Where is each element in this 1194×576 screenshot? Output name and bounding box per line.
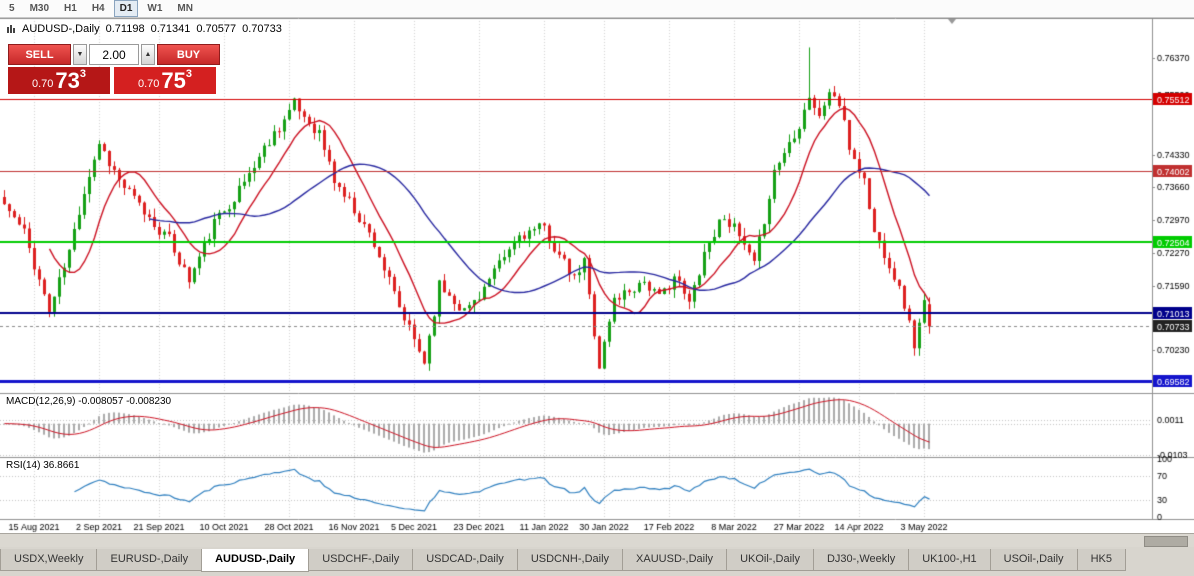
timeframe-button-m30[interactable]: M30 [29,3,50,14]
timeframe-button-d1[interactable]: D1 [113,0,139,17]
volume-increase-button[interactable]: ▲ [141,44,155,65]
timeframe-button-h4[interactable]: H4 [91,3,105,14]
timeframe-button-w1[interactable]: W1 [147,3,163,14]
sell-button[interactable]: SELL [8,44,71,65]
tab-usdcad-daily[interactable]: USDCAD-,Daily [412,549,518,571]
sell-price-main: 0.70 [31,78,54,90]
ohlc-open: 0.71198 [105,23,145,35]
tab-dj30-weekly[interactable]: DJ30-,Weekly [812,549,910,571]
buy-price-pips: 75 [161,68,186,93]
trade-controls-row: SELL ▼ ▲ BUY [8,44,220,65]
tab-usoil-daily[interactable]: USOil-,Daily [989,549,1078,571]
sell-price-pips: 73 [55,68,80,93]
chart-tabs-bar: USDX,Weekly EURUSD-,Daily AUDUSD-,Daily USD… [0,547,1194,576]
tab-xauusd-daily[interactable]: XAUUSD-,Daily [622,549,728,571]
sell-price-sup: 3 [79,68,87,80]
ohlc-close: 0.70733 [242,23,282,35]
macd-indicator-label: MACD(12,26,9) -0.008057 -0.008230 [6,396,172,407]
chart-canvas[interactable] [0,18,1194,533]
tab-uk100-h1[interactable]: UK100-,H1 [908,549,991,571]
tab-eurusd-daily[interactable]: EURUSD-,Daily [96,549,203,571]
timeframe-button-h1[interactable]: H1 [64,3,77,14]
buy-price-display[interactable]: 0.70 75 3 [114,67,216,94]
volume-input[interactable] [89,44,139,65]
tab-usdchf-daily[interactable]: USDCHF-,Daily [308,549,414,571]
buy-button[interactable]: BUY [157,44,220,65]
ohlc-low: 0.70577 [196,23,237,35]
buy-price-sup: 3 [185,68,193,80]
one-click-trading-panel: SELL ▼ ▲ BUY 0.70 73 3 0.70 75 3 [8,44,220,94]
buy-price-main: 0.70 [137,78,160,90]
tab-usdcnh-daily[interactable]: USDCNH-,Daily [516,549,624,571]
tab-usdx-weekly[interactable]: USDX,Weekly [0,549,98,571]
tab-audusd-daily[interactable]: AUDUSD-,Daily [201,549,310,572]
rsi-indicator-label: RSI(14) 36.8661 [6,460,80,471]
ohlc-high: 0.71341 [150,23,191,35]
sell-price-display[interactable]: 0.70 73 3 [8,67,110,94]
scrollbar-thumb[interactable] [1144,536,1188,547]
chevron-up-icon: ▲ [144,51,152,58]
tab-hk5[interactable]: HK5 [1076,549,1126,571]
chart-title: AUDUSD-,Daily 0.71198 0.71341 0.70577 0.… [6,23,282,35]
chart-symbol-title: AUDUSD-,Daily [22,23,100,35]
volume-dropdown-button[interactable]: ▼ [73,44,87,65]
timeframe-button-5[interactable]: 5 [9,3,15,14]
chart-icon [6,24,16,34]
trade-prices-row: 0.70 73 3 0.70 75 3 [8,67,220,94]
timeframe-button-mn[interactable]: MN [177,3,193,14]
timeframe-toolbar: 5 M30 H1 H4 D1 W1 MN [0,0,1194,18]
tab-ukoil-daily[interactable]: UKOil-,Daily [726,549,814,571]
chevron-down-icon: ▼ [76,51,84,58]
horizontal-scrollbar[interactable] [0,533,1194,547]
